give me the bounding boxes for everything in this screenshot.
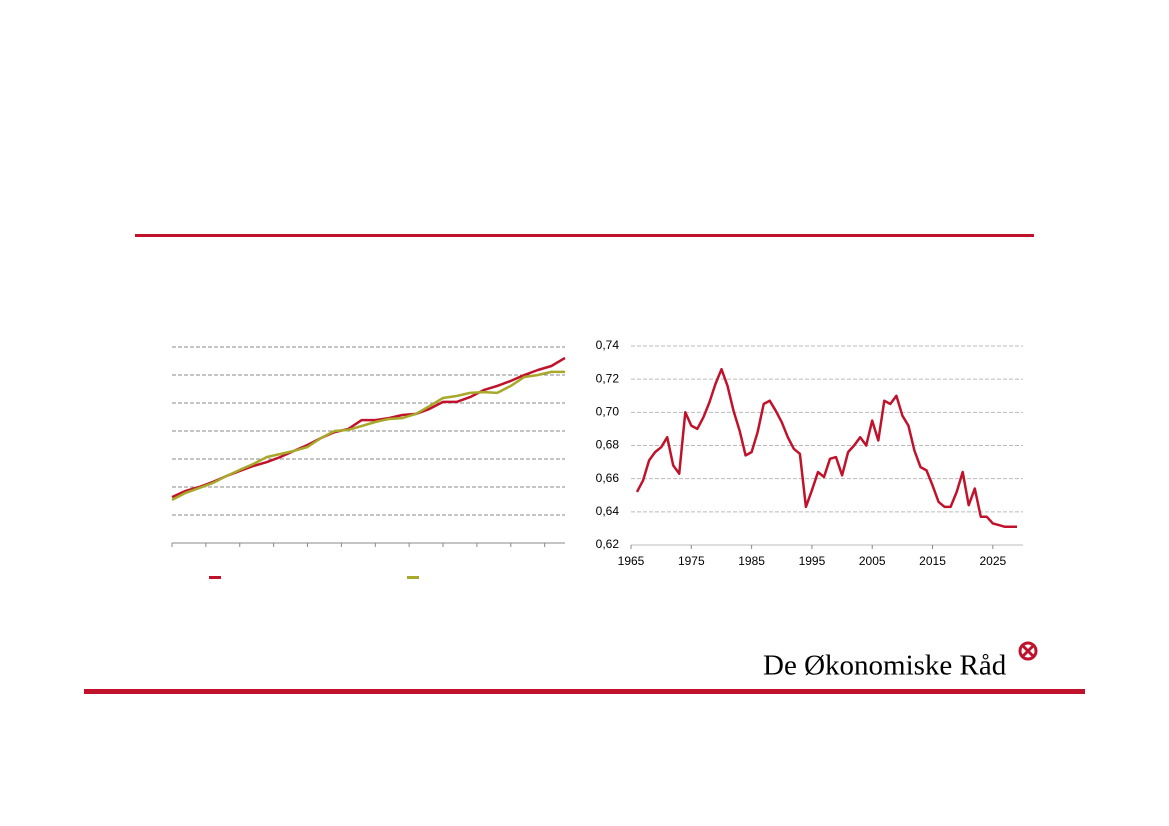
title-rule <box>135 234 1034 237</box>
logo-icon <box>1018 641 1038 661</box>
x-tick-label: 1965 <box>618 554 645 568</box>
x-tick-label: 1985 <box>738 554 765 568</box>
y-tick-label: 0,72 <box>596 371 620 385</box>
x-tick-label: 2015 <box>919 554 946 568</box>
x-tick-label: 2025 <box>979 554 1006 568</box>
x-tick-label: 1975 <box>678 554 705 568</box>
line <box>171 370 565 502</box>
logo-text: De Økonomiske Råd <box>763 650 1007 682</box>
line <box>635 367 1017 529</box>
y-tick-label: 0,74 <box>596 338 620 352</box>
y-tick-label: 0,66 <box>596 471 620 485</box>
footer-rule <box>84 689 1085 694</box>
y-tick-label: 0,62 <box>596 537 620 551</box>
x-tick-label: 1995 <box>799 554 826 568</box>
legend-swatch <box>209 576 221 579</box>
y-tick-label: 0,64 <box>596 504 620 518</box>
line <box>171 356 566 499</box>
y-tick-label: 0,70 <box>596 405 620 419</box>
x-tick-label: 2005 <box>859 554 886 568</box>
legend-swatch <box>407 576 419 579</box>
y-tick-label: 0,68 <box>596 438 620 452</box>
